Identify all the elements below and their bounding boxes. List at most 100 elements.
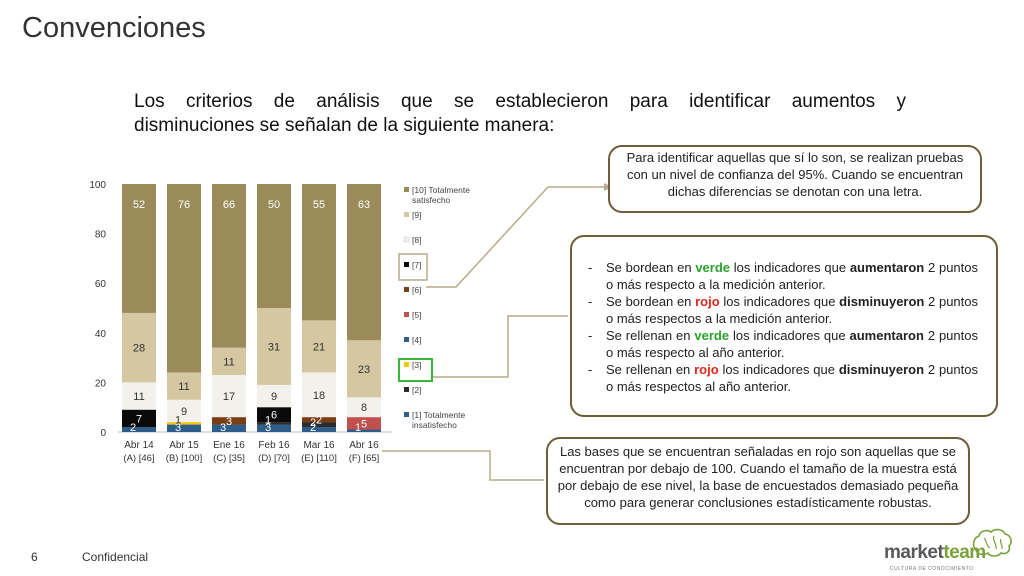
bar-segment [167,422,201,425]
data-label: 9 [271,391,277,403]
bar-segment [212,417,246,425]
bar-segment [212,424,246,432]
legend-label: [7] [412,260,421,270]
data-label: 11 [223,356,234,368]
bar-segment [122,409,156,428]
x-tick-base: (F) [65] [349,453,380,464]
data-label: 21 [313,341,325,353]
bar-segment [167,184,201,373]
legend-swatch [404,262,409,267]
data-label: 66 [223,199,235,211]
legend-swatch [404,287,409,292]
bar-segment [167,372,201,400]
data-label: 50 [268,199,280,211]
legend-swatch [403,236,410,243]
legend-label-line: insatisfecho [412,420,457,430]
y-tick-label: 20 [95,378,107,389]
data-label: 3 [265,422,271,434]
data-label: 23 [358,364,370,376]
rule-text: Se bordean en [606,294,696,309]
rule-text: 2 puntos o más respecto al año anterior. [606,328,978,360]
rule-color-word: rojo [695,294,720,309]
x-tick-label: Ene 16 [213,440,245,451]
data-label: 1 [355,422,361,434]
bar-segment [257,422,291,425]
x-tick-label: Feb 16 [258,440,290,451]
bases-text: Las bases que se encuentran señaladas en… [557,444,959,510]
connector-bases [382,450,544,481]
legend-label: [8] [412,235,421,245]
y-tick-label: 100 [89,180,106,191]
rules-list: - Se bordean en verde los indicadores que… [588,259,978,395]
rule-dash: - [588,328,593,343]
data-label: 7 [136,413,142,425]
data-label: 8 [361,402,367,414]
bar-segment [167,424,201,432]
rule-text: 2 puntos o más respectos al año anterior… [606,362,978,394]
legend-label: [9] [412,210,421,220]
rule-dash: - [588,260,593,275]
x-tick-base: (C) [35] [213,453,245,464]
data-label: 3 [220,422,226,434]
y-tick-label: 60 [95,279,107,290]
data-label: 9 [181,406,187,418]
intro-line-1: Los criterios de análisis que se estable… [134,91,906,112]
data-label: 18 [313,390,325,402]
y-tick-label: 80 [95,230,107,241]
connector-significance [426,186,604,288]
bar-segment [212,184,246,348]
rule-text: 2 puntos o más respecto a la medición an… [606,260,978,292]
bar-segment [302,320,336,373]
bar-segment [347,340,381,398]
data-label: 2 [130,422,136,434]
data-label: 76 [178,199,190,211]
x-tick-label: Abr 14 [124,440,154,451]
rule-action-word: disminuyeron [838,362,925,377]
bar-segment [347,429,381,432]
logo-wordmark: marketteam [884,542,986,564]
legend-label: [10] Totalmente satisfecho [412,185,470,205]
rule-color-word: verde [695,260,731,275]
rule-color-word: rojo [694,362,719,377]
bar-segment [347,184,381,341]
stacked-bar-chart: 0 20 40 60 80 100 Abr 14 (A) [46] Abr 15 (B) [100… [89,180,470,464]
legend-highlight-7 [398,253,428,281]
legend-label: [1] Totalmente insatisfecho [412,410,466,430]
data-label: 5 [361,418,367,430]
legend-swatch [404,337,409,342]
bar-segment [122,312,156,383]
rule-action-word: disminuyeron [839,294,925,309]
rule-dash: - [588,294,593,309]
legend-label: [3] [412,360,421,370]
data-label: 63 [358,199,370,211]
legend-label: [2] [412,385,421,395]
legend-label-line: [10] Totalmente [412,185,470,195]
logo-part-team: team [943,542,986,563]
rule-dash: - [588,362,593,377]
legend-label: [4] [412,335,421,345]
logo-part-market: market [884,542,944,563]
significance-callout: Para identificar aquellas que sí lo son,… [608,145,982,213]
bar-segment [257,407,291,423]
rule-text: Se rellenan en [606,328,695,343]
data-label: 2 [316,415,322,427]
logo-tagline: CULTURA DE CONOCIMIENTO [890,566,974,572]
data-label: 11 [133,391,144,403]
legend-swatch [404,387,409,392]
data-label: 31 [268,341,280,353]
y-tick-label: 40 [95,329,107,340]
rule-text: Se bordean en [606,260,696,275]
bar-segment [257,384,291,408]
rule-item: - Se rellenan en rojo los indicadores que… [588,361,978,395]
legend-label-line: satisfecho [412,195,451,205]
data-label: 55 [313,199,325,211]
legend-swatch [404,212,409,217]
data-label: 17 [223,391,235,403]
rule-item: - Se bordean en rojo los indicadores que … [588,293,978,327]
bar-segment [122,427,156,432]
bar-segment [347,417,381,430]
legend-swatch [404,312,409,317]
bar-segment [167,399,201,423]
rule-text: los indicadores que [718,362,839,377]
data-label: 11 [178,381,189,393]
